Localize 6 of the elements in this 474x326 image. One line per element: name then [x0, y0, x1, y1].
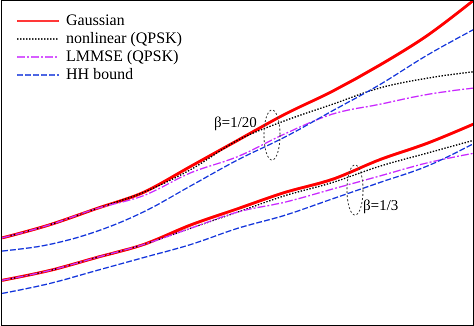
- legend-label: nonlinear (QPSK): [66, 30, 182, 48]
- legend-label: LMMSE (QPSK): [66, 48, 178, 66]
- annotation: β=1/20: [214, 115, 257, 131]
- annotation: β=1/3: [363, 198, 398, 214]
- legend-label: HH bound: [66, 66, 134, 84]
- legend-label: Gaussian: [66, 12, 125, 30]
